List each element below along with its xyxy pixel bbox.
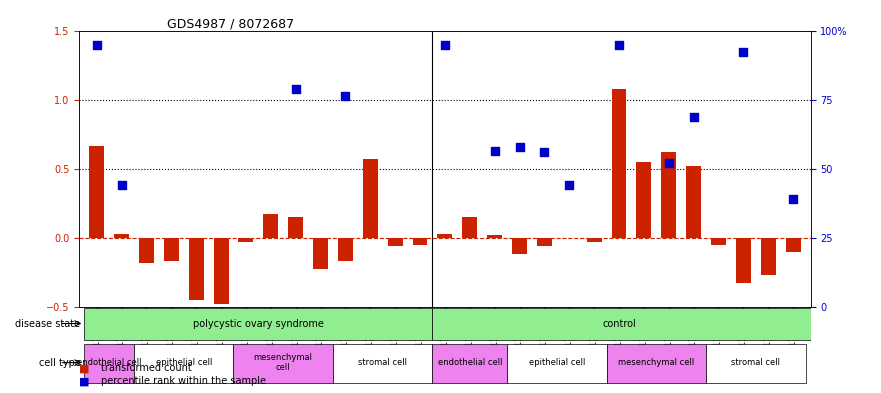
Bar [611, 89, 626, 238]
Bar [512, 238, 527, 254]
Point [513, 144, 527, 150]
Bar [761, 238, 775, 275]
Bar [189, 238, 204, 299]
Bar [537, 238, 552, 246]
Text: polycystic ovary syndrome: polycystic ovary syndrome [193, 318, 324, 329]
Point [115, 182, 129, 189]
Bar [239, 238, 254, 242]
Bar [736, 238, 751, 283]
Point [737, 49, 751, 55]
Bar [338, 238, 353, 261]
Text: percentile rank within the sample: percentile rank within the sample [101, 376, 266, 386]
Text: mesenchymal cell: mesenchymal cell [618, 358, 694, 367]
Bar [438, 233, 452, 238]
Text: ■: ■ [79, 364, 90, 373]
Text: disease state: disease state [15, 318, 80, 329]
Bar [662, 152, 677, 238]
Point [537, 149, 552, 156]
Bar [636, 162, 651, 238]
Bar [263, 214, 278, 238]
Text: endothelial cell: endothelial cell [438, 358, 502, 367]
Text: ■: ■ [79, 376, 90, 386]
Point [662, 160, 676, 167]
Point [786, 196, 800, 202]
Text: GDS4987 / 8072687: GDS4987 / 8072687 [167, 17, 294, 30]
Text: epithelial cell: epithelial cell [156, 358, 212, 367]
Bar [786, 238, 801, 252]
Text: control: control [602, 318, 636, 329]
Point [438, 42, 452, 48]
Bar [711, 238, 726, 244]
Bar [89, 145, 104, 238]
Point [289, 86, 303, 92]
FancyBboxPatch shape [233, 344, 333, 383]
Point [487, 148, 501, 154]
FancyBboxPatch shape [134, 344, 233, 383]
Bar [412, 238, 427, 244]
Text: epithelial cell: epithelial cell [529, 358, 585, 367]
Point [612, 42, 626, 48]
Bar [587, 238, 602, 242]
FancyBboxPatch shape [607, 344, 706, 383]
Point [686, 114, 700, 120]
FancyBboxPatch shape [507, 344, 607, 383]
FancyBboxPatch shape [706, 344, 805, 383]
Text: stromal cell: stromal cell [359, 358, 407, 367]
FancyBboxPatch shape [333, 344, 433, 383]
FancyBboxPatch shape [85, 344, 134, 383]
Text: endothelial cell: endothelial cell [77, 358, 141, 367]
Bar [139, 238, 154, 263]
FancyBboxPatch shape [433, 308, 811, 340]
Bar [686, 166, 701, 238]
Bar [363, 160, 378, 238]
Text: transformed count: transformed count [101, 363, 192, 373]
Bar [487, 235, 502, 238]
Point [338, 93, 352, 99]
Text: cell type: cell type [39, 358, 80, 368]
Text: stromal cell: stromal cell [731, 358, 781, 367]
Text: mesenchymal
cell: mesenchymal cell [254, 353, 313, 372]
Bar [463, 217, 478, 238]
Bar [115, 233, 129, 238]
FancyBboxPatch shape [85, 308, 433, 340]
Bar [213, 238, 228, 304]
Bar [388, 238, 403, 246]
Bar [313, 238, 328, 270]
Bar [164, 238, 179, 261]
Point [90, 42, 104, 48]
Point [562, 182, 576, 189]
Bar [288, 217, 303, 238]
FancyBboxPatch shape [433, 344, 507, 383]
